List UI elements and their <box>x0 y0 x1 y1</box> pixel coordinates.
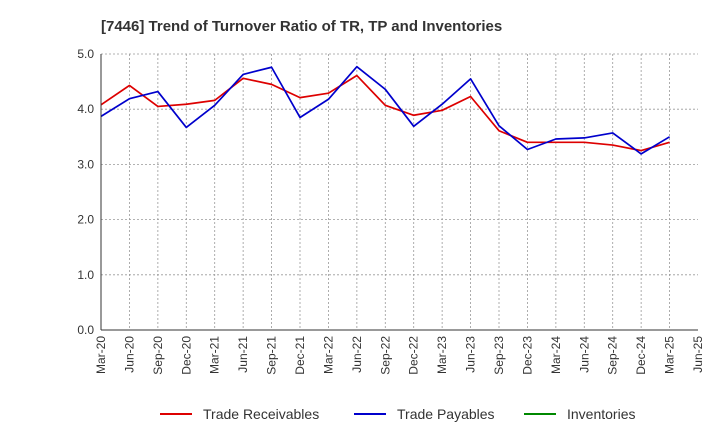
y-tick-label: 2.0 <box>77 213 94 227</box>
series-line-trade-payables <box>100 65 671 155</box>
y-tick-label: 5.0 <box>77 47 94 61</box>
x-tick-label: Dec-23 <box>520 336 534 375</box>
series-layer <box>100 65 671 155</box>
x-tick-label: Jun-25 <box>691 336 705 373</box>
chart-title: [7446] Trend of Turnover Ratio of TR, TP… <box>101 18 502 35</box>
y-tick-label: 0.0 <box>77 323 94 337</box>
x-tick-label: Sep-22 <box>378 336 392 375</box>
x-tick-label: Dec-22 <box>407 336 421 375</box>
x-tick-label: Sep-20 <box>151 336 165 375</box>
x-tick-label: Dec-24 <box>634 336 648 375</box>
x-tick-label: Sep-24 <box>606 336 620 375</box>
legend-label: Inventories <box>567 406 635 422</box>
x-tick-label: Mar-23 <box>435 336 449 374</box>
x-tick-label: Jun-21 <box>236 336 250 373</box>
grid <box>101 53 698 330</box>
x-tick-label: Dec-20 <box>179 336 193 375</box>
x-tick-label: Mar-24 <box>549 336 563 374</box>
x-tick-label: Dec-21 <box>293 336 307 375</box>
x-tick-label: Sep-23 <box>492 336 506 375</box>
series-line-trade-receivables <box>100 74 670 152</box>
axes <box>100 54 698 331</box>
legend-label: Trade Receivables <box>203 406 319 422</box>
y-axis-ticks: 0.0 1.0 2.0 3.0 4.0 5.0 <box>77 47 94 337</box>
x-tick-label: Mar-22 <box>321 336 335 374</box>
x-tick-label: Jun-24 <box>577 336 591 373</box>
y-tick-label: 1.0 <box>77 268 94 282</box>
x-tick-label: Jun-23 <box>464 336 478 373</box>
x-tick-label: Mar-25 <box>663 336 677 374</box>
x-tick-label: Mar-20 <box>94 336 108 374</box>
legend: Trade Receivables Trade Payables Inventori… <box>160 406 635 422</box>
legend-label: Trade Payables <box>397 406 495 422</box>
x-tick-label: Mar-21 <box>208 336 222 374</box>
y-tick-label: 3.0 <box>77 157 94 171</box>
x-tick-label: Jun-22 <box>350 336 364 373</box>
x-tick-label: Sep-21 <box>265 336 279 375</box>
x-tick-label: Jun-20 <box>122 336 136 373</box>
x-axis-ticks: Mar-20 Jun-20 Sep-20 Dec-20 Mar-21 Jun-21 Sep-… <box>94 336 705 375</box>
y-tick-label: 4.0 <box>77 102 94 116</box>
